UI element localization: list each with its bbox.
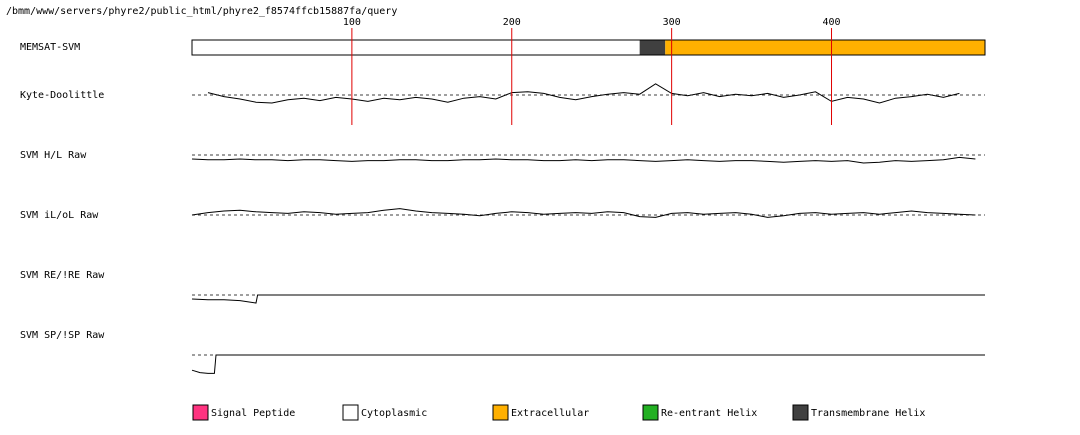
x-tick-label: 400 — [822, 17, 840, 28]
x-tick-label: 100 — [343, 17, 361, 28]
track-line — [191, 354, 985, 374]
legend-label: Extracellular — [511, 408, 589, 419]
track-label: SVM H/L Raw — [20, 150, 87, 161]
topology-segment — [192, 40, 640, 55]
legend-swatch — [342, 404, 359, 421]
track-label: SVM iL/oL Raw — [20, 210, 99, 221]
track-line — [207, 83, 960, 104]
track-label: Kyte-Doolittle — [20, 90, 104, 101]
x-tick-label: 200 — [503, 17, 521, 28]
legend-swatch — [492, 404, 509, 421]
legend-label: Re-entrant Helix — [661, 408, 757, 419]
track-line — [191, 294, 985, 304]
x-tick-label: 300 — [663, 17, 681, 28]
legend-label: Cytoplasmic — [361, 408, 427, 419]
track-line — [191, 208, 976, 218]
track-label: SVM SP/!SP Raw — [20, 330, 105, 341]
legend-swatch — [642, 404, 659, 421]
topology-segment — [639, 40, 666, 55]
topology-border — [191, 39, 986, 56]
legend-label: Transmembrane Helix — [811, 408, 925, 419]
file-path: /bmm/www/servers/phyre2/public_html/phyr… — [6, 6, 397, 17]
legend-swatch — [792, 404, 809, 421]
track-line — [191, 156, 976, 164]
track-label: SVM RE/!RE Raw — [20, 270, 105, 281]
topology-label: MEMSAT-SVM — [20, 42, 80, 53]
legend-swatch — [192, 404, 209, 421]
topology-segment — [665, 40, 985, 55]
legend-label: Signal Peptide — [211, 408, 295, 419]
